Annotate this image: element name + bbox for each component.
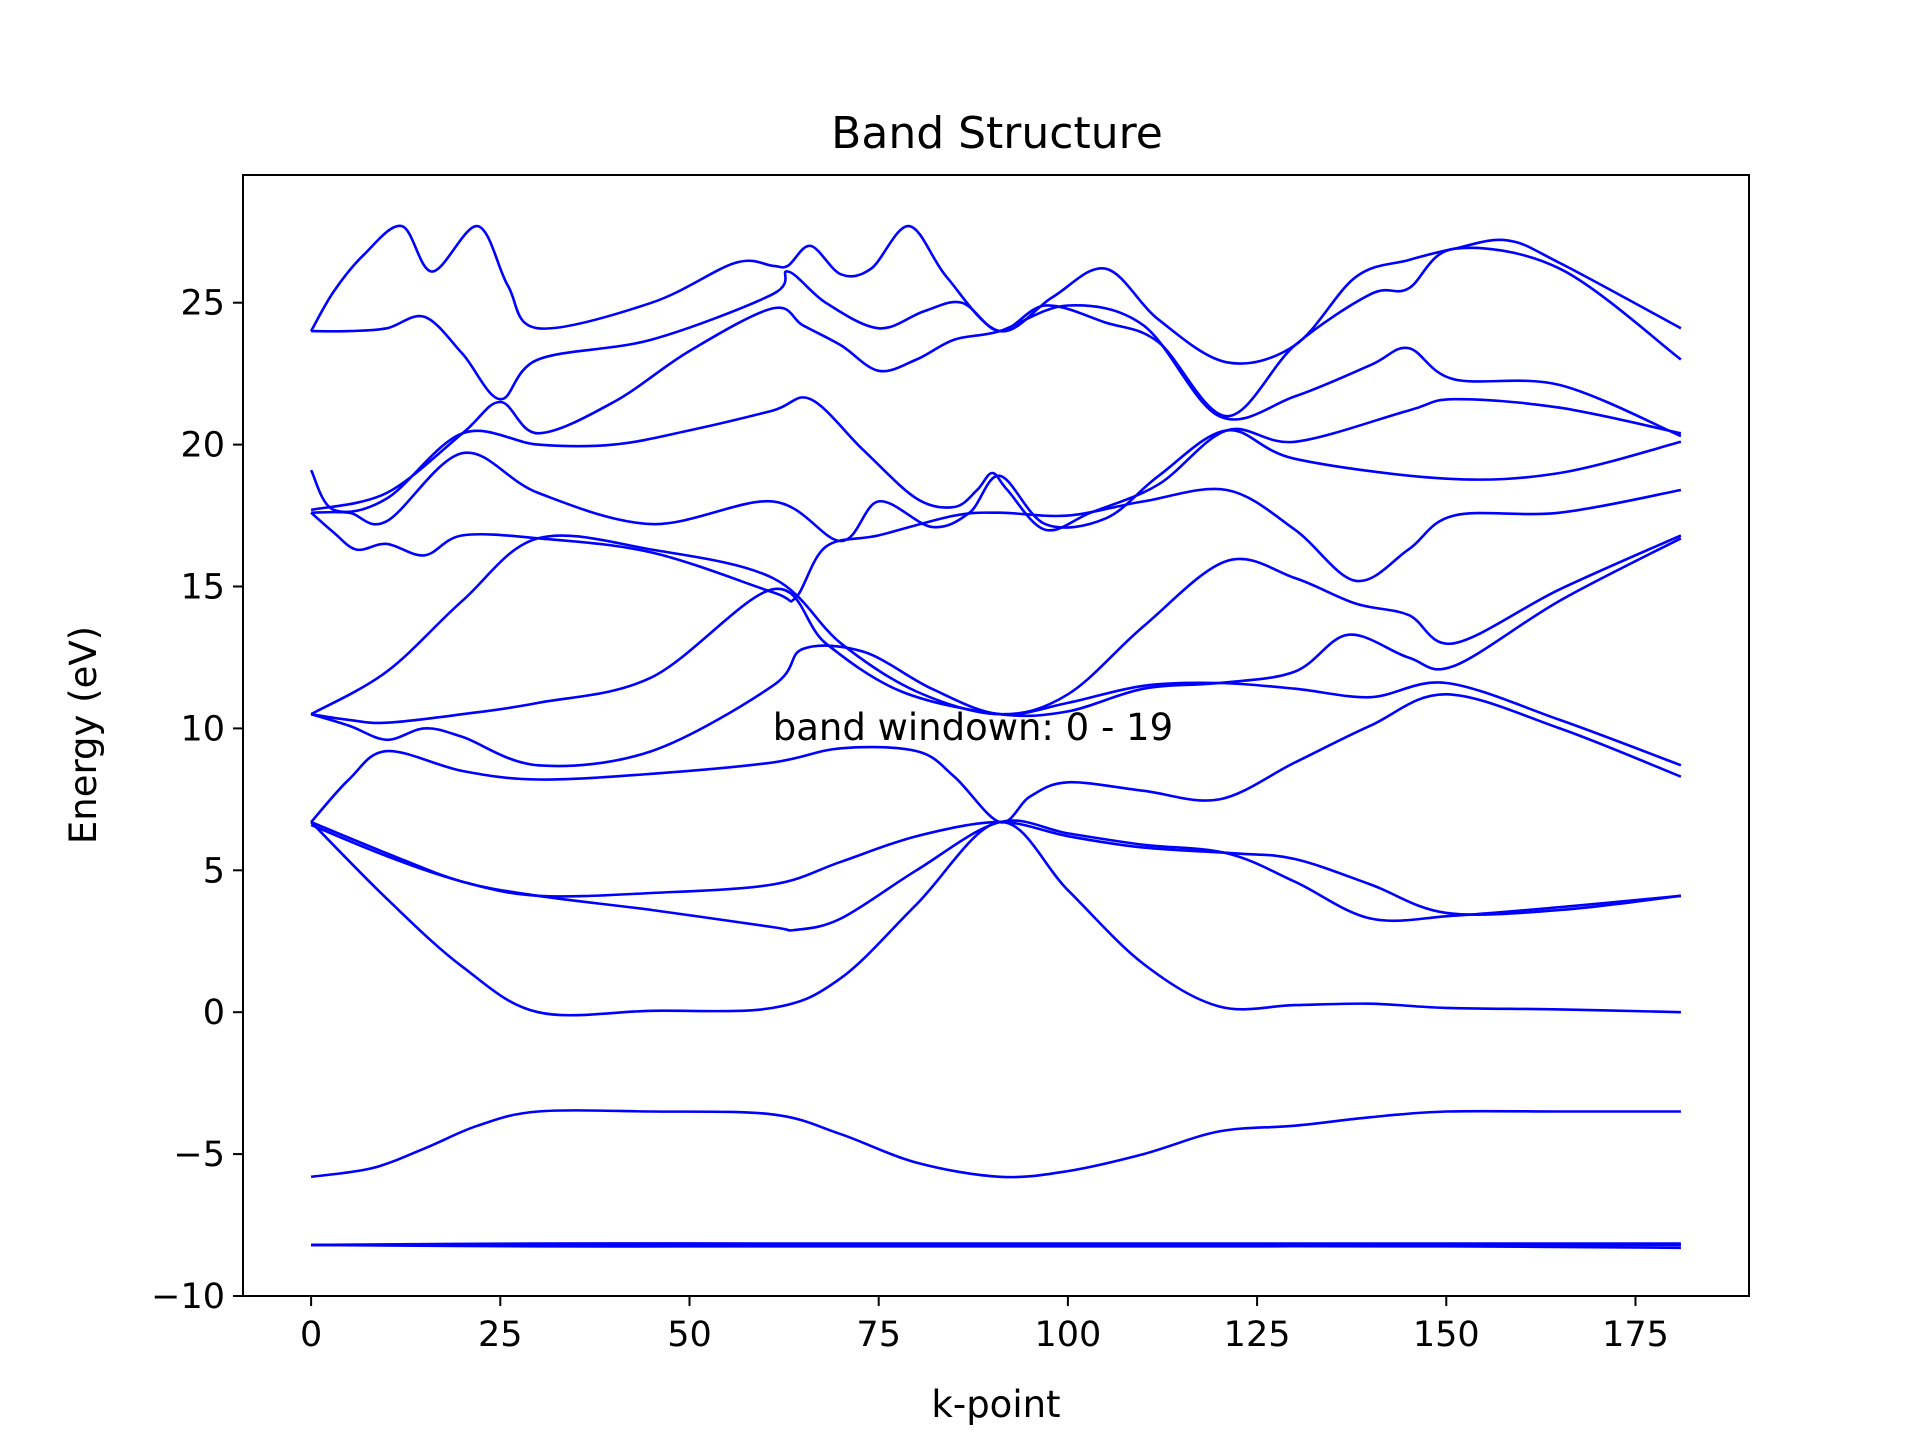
band-line-3: [311, 1243, 1681, 1250]
y-tick-label: −10: [151, 1277, 225, 1317]
y-axis-label: Energy (eV): [62, 626, 105, 844]
band-line-13: [311, 428, 1682, 543]
x-tick-label: 100: [1034, 1315, 1101, 1355]
x-tick-label: 125: [1224, 1315, 1291, 1355]
band-window-annotation: band windown: 0 - 19: [773, 706, 1173, 749]
band-line-8: [310, 692, 1682, 824]
band-line-1: [311, 1242, 1681, 1247]
band-line-12: [310, 487, 1682, 603]
x-tick-label: 0: [300, 1315, 322, 1355]
x-tick-label: 150: [1413, 1315, 1480, 1355]
band-line-4: [310, 1109, 1681, 1179]
band-line-11: [310, 534, 1682, 716]
y-tick-label: 15: [180, 568, 225, 608]
band-line-9: [310, 644, 1682, 768]
x-tick-label: 50: [667, 1315, 712, 1355]
chart-title: Band Structure: [831, 108, 1163, 159]
series-layer: [309, 224, 1682, 1250]
y-tick-label: 20: [180, 426, 225, 466]
x-axis-label: k-point: [931, 1383, 1060, 1426]
x-tick-label: 25: [478, 1315, 523, 1355]
y-tick-label: 5: [203, 851, 225, 891]
band-line-15: [310, 304, 1682, 512]
y-axis-ticks: −10 −5 0 5 10 15 20 25: [151, 284, 243, 1317]
band-line-14: [309, 396, 1682, 532]
x-axis-ticks: 0 25 50 75 100 125 150 175: [300, 1296, 1669, 1355]
y-tick-label: 25: [180, 284, 225, 324]
y-tick-label: 0: [203, 993, 225, 1033]
y-tick-label: −5: [173, 1135, 225, 1175]
x-tick-label: 75: [856, 1315, 901, 1355]
plot-frame: [242, 174, 1750, 1297]
y-tick-label: 10: [180, 709, 225, 749]
x-tick-label: 175: [1602, 1315, 1669, 1355]
band-line-17: [309, 224, 1682, 365]
band-line-16: [311, 246, 1682, 418]
